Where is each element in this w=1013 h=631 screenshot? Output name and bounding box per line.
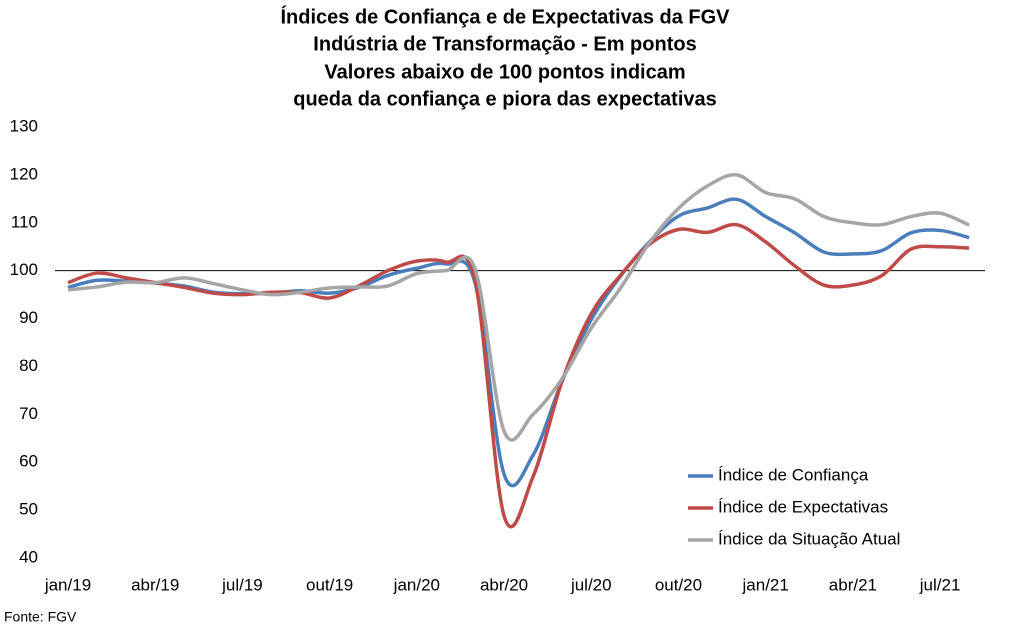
chart-title: Índices de Confiança e de Expectativas d… xyxy=(280,5,730,28)
y-tick-label: 50 xyxy=(19,500,38,519)
x-tick-label: abr/21 xyxy=(829,575,877,594)
x-tick-label: jan/19 xyxy=(44,575,91,594)
x-tick-label: jul/19 xyxy=(221,575,263,594)
series-line xyxy=(67,173,970,442)
legend-label: Índice da Situação Atual xyxy=(718,529,900,548)
x-tick-label: jul/21 xyxy=(919,575,961,594)
y-tick-label: 120 xyxy=(10,164,38,183)
y-tick-label: 80 xyxy=(19,356,38,375)
y-tick-label: 90 xyxy=(19,308,38,327)
x-tick-label: abr/19 xyxy=(131,575,179,594)
x-tick-label: abr/20 xyxy=(480,575,528,594)
x-tick-label: jan/20 xyxy=(393,575,440,594)
series-line xyxy=(67,197,970,488)
y-tick-label: 60 xyxy=(19,452,38,471)
series-line xyxy=(67,222,970,529)
legend-label: Índice de Confiança xyxy=(718,465,869,484)
chart-title: Indústria de Transformação - Em pontos xyxy=(313,33,696,55)
x-tick-label: out/19 xyxy=(306,575,353,594)
source: Fonte: FGV xyxy=(4,609,77,625)
y-tick-label: 100 xyxy=(10,260,38,279)
y-tick-label: 40 xyxy=(19,547,38,566)
legend-label: Índice de Expectativas xyxy=(718,497,888,516)
x-tick-label: jan/21 xyxy=(742,575,789,594)
x-tick-label: jul/20 xyxy=(570,575,612,594)
chart-title: Valores abaixo de 100 pontos indicam xyxy=(324,61,685,83)
y-tick-label: 70 xyxy=(19,404,38,423)
y-tick-label: 130 xyxy=(10,116,38,135)
x-tick-label: out/20 xyxy=(655,575,702,594)
y-tick-label: 110 xyxy=(11,212,38,231)
chart-title: queda da confiança e piora das expectati… xyxy=(293,88,717,110)
